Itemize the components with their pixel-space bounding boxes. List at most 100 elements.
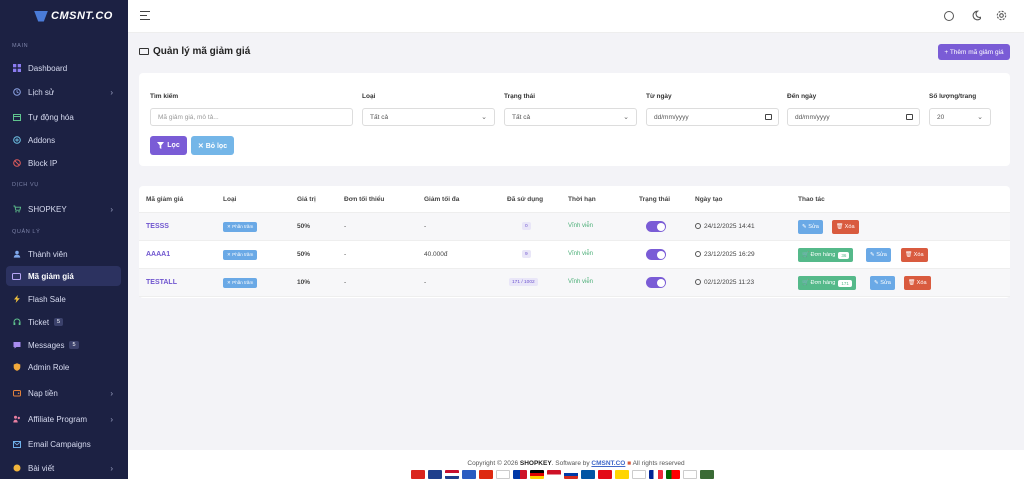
sidebar-item-messages[interactable]: Messages 5 [6,335,121,355]
sidebar-item-flash-sale[interactable]: Flash Sale [6,289,121,309]
edit-button[interactable]: ✎ Sửa [866,248,891,262]
flag-jp-icon[interactable] [496,470,510,479]
sidebar-item-addons[interactable]: Addons [6,130,121,150]
created-date-text: 23/12/2025 16:29 [704,251,755,258]
flag-de-icon[interactable] [530,470,544,479]
per-page-label: Số lượng/trang [929,93,977,100]
dark-mode-moon-icon[interactable] [970,10,983,21]
flag-my-icon[interactable] [462,470,476,479]
flag-ua-icon[interactable] [615,470,629,479]
orders-button[interactable]: 🛒 Đơn hàng 171 [798,276,856,290]
delete-button[interactable]: 🗑 Xóa [901,248,928,262]
sidebar-item-label: Block IP [28,158,58,168]
coupon-code[interactable]: TESTALL [146,279,177,286]
edit-button[interactable]: ✎ Sửa [798,220,823,234]
flag-misc-icon[interactable] [683,470,697,479]
edit-button[interactable]: ✎ Sửa [870,276,895,290]
sidebar-item-label: Tự động hóa [28,112,74,122]
chevron-down-icon: ⌄ [481,114,487,121]
orders-label: Đơn hàng [810,280,836,286]
coupon-value: 50% [297,223,311,230]
menu-toggle-icon[interactable] [140,11,150,20]
edit-label: Sửa [808,224,819,230]
flag-other-icon[interactable] [700,470,714,479]
flag-vn-icon[interactable] [411,470,425,479]
add-coupon-button[interactable]: + Thêm mã giảm giá [938,44,1010,60]
coupon-value: 10% [297,279,311,286]
shield-icon [12,363,21,372]
type-select[interactable]: Tất cả ⌄ [362,108,495,126]
dashboard-icon [12,64,21,73]
sidebar-item-articles[interactable]: Bài viết › [6,458,121,478]
page-title: Quản lý mã giảm giá [139,46,250,57]
delete-label: Xóa [916,280,927,286]
status-toggle[interactable] [646,277,666,288]
message-icon [12,341,21,350]
flag-ru-icon[interactable] [564,470,578,479]
flag-fr-icon[interactable] [649,470,663,479]
sidebar-item-affiliate[interactable]: Affiliate Program › [6,409,121,429]
clear-filter-button[interactable]: ✕ Bỏ lọc [191,136,234,155]
flag-ph-icon[interactable] [513,470,527,479]
clock-icon [695,251,701,257]
flag-uk-icon[interactable] [428,470,442,479]
sidebar-item-members[interactable]: Thành viên [6,244,121,264]
sidebar-item-history[interactable]: Lịch sử › [6,82,121,102]
delete-button[interactable]: 🗑 Xóa [904,276,931,290]
logo-mark-icon [34,10,48,22]
flag-pt-icon[interactable] [666,470,680,479]
created-date: 02/12/2025 11:23 [695,279,754,286]
clock-icon [695,223,701,229]
flag-tr-icon[interactable] [598,470,612,479]
sidebar-item-coupons[interactable]: Mã giảm giá [6,266,121,286]
settings-gear-icon[interactable] [996,10,1007,21]
copyright: Copyright © 2026 SHOPKEY. Software by CM… [128,460,1024,467]
type-select-value: Tất cả [370,113,389,121]
sidebar-item-topup[interactable]: Nạp tiền › [6,383,121,403]
copyright-suffix: All rights reserved [632,460,685,467]
orders-button[interactable]: 🛒 Đơn hàng 36 [798,248,854,262]
flag-kh-icon[interactable] [581,470,595,479]
sidebar-item-dashboard[interactable]: Dashboard [6,58,121,78]
logo[interactable]: CMSNT.CO [0,0,128,32]
filter-button[interactable]: Lọc [150,136,187,155]
coupon-code[interactable]: AAAA1 [146,251,171,258]
to-date-input[interactable]: dd/mm/yyyy [787,108,920,126]
sidebar-item-admin-role[interactable]: Admin Role [6,357,121,377]
flag-cn-icon[interactable] [479,470,493,479]
sidebar-item-email-campaigns[interactable]: Email Campaigns [6,434,121,454]
sidebar-item-shopkey[interactable]: SHOPKEY › [6,199,121,219]
flag-id-icon[interactable] [547,470,561,479]
used-badge: 171 / 1002 [509,278,538,286]
per-page-select[interactable]: 20 ⌄ [929,108,991,126]
sidebar-item-label: SHOPKEY [28,204,67,214]
status-label: Trạng thái [504,93,536,100]
sidebar-item-block-ip[interactable]: Block IP [6,153,121,173]
min-order: - [344,223,347,230]
calendar-icon[interactable] [906,114,913,120]
status-select[interactable]: Tất cả ⌄ [504,108,637,126]
flag-kr-icon[interactable] [632,470,646,479]
footer-link[interactable]: CMSNT.CO [591,460,626,467]
search-input[interactable]: Mã giảm giá, mô tả... [150,108,353,126]
delete-label: Xóa [844,224,855,230]
calendar-icon[interactable] [765,114,772,120]
sidebar-item-label: Bài viết [28,463,55,473]
sidebar-item-automation[interactable]: Tự động hóa [6,107,121,127]
headset-icon [12,318,21,327]
sidebar-item-label: Mã giảm giá [28,271,74,281]
coupon-code[interactable]: TESSS [146,223,169,230]
wallet-icon [12,389,21,398]
sidebar-item-ticket[interactable]: Ticket 5 [6,312,121,332]
from-date-input[interactable]: dd/mm/yyyy [646,108,779,126]
flag-th-icon[interactable] [445,470,459,479]
status-toggle[interactable] [646,221,666,232]
type-badge: ✕ Phần trăm [223,278,258,288]
delete-button[interactable]: 🗑 Xóa [832,220,859,234]
type-badge: ✕ Phần trăm [223,250,258,260]
user-profile-icon[interactable] [944,11,954,21]
status-toggle[interactable] [646,249,666,260]
ban-icon [12,159,21,168]
cart-icon [12,205,21,214]
sidebar-item-label: Thành viên [28,249,68,259]
